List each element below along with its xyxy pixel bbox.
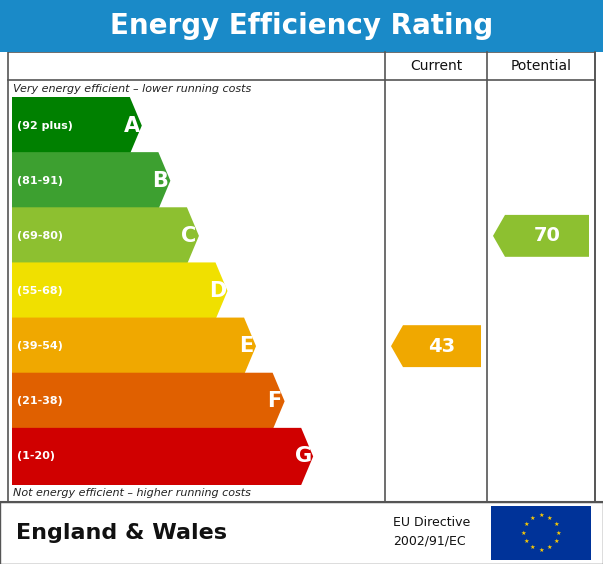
Text: ★: ★	[538, 548, 544, 553]
Polygon shape	[12, 428, 313, 485]
Text: England & Wales: England & Wales	[16, 523, 227, 543]
Bar	[0, 502, 603, 564]
Text: (39-54): (39-54)	[17, 341, 63, 351]
Text: ★: ★	[523, 539, 529, 544]
Polygon shape	[391, 325, 481, 367]
Text: E: E	[239, 336, 253, 356]
Text: 70: 70	[534, 226, 560, 245]
Text: ★: ★	[553, 539, 559, 544]
Polygon shape	[12, 97, 142, 154]
Text: (92 plus): (92 plus)	[17, 121, 73, 131]
Polygon shape	[12, 262, 227, 320]
Polygon shape	[12, 208, 199, 265]
Text: C: C	[182, 226, 197, 246]
Bar	[8, 52, 595, 502]
Polygon shape	[12, 373, 285, 430]
Text: (69-80): (69-80)	[17, 231, 63, 241]
Text: B: B	[153, 171, 168, 191]
Text: F: F	[268, 391, 282, 411]
Text: ★: ★	[529, 545, 535, 550]
Text: A: A	[124, 116, 140, 135]
Text: (21-38): (21-38)	[17, 396, 63, 406]
Text: ★: ★	[547, 515, 552, 521]
Text: ★: ★	[523, 522, 529, 527]
Text: Potential: Potential	[511, 59, 572, 73]
Text: G: G	[295, 447, 312, 466]
Text: ★: ★	[529, 515, 535, 521]
Text: EU Directive
2002/91/EC: EU Directive 2002/91/EC	[393, 517, 470, 548]
Bar	[0, 0, 603, 52]
Text: (55-68): (55-68)	[17, 286, 63, 296]
Text: ★: ★	[521, 531, 526, 535]
Text: D: D	[209, 281, 226, 301]
Text: ★: ★	[555, 531, 561, 535]
Text: ★: ★	[547, 545, 552, 550]
Polygon shape	[12, 152, 171, 209]
Text: (1-20): (1-20)	[17, 451, 55, 461]
Text: ★: ★	[553, 522, 559, 527]
Text: Not energy efficient – higher running costs: Not energy efficient – higher running co…	[13, 488, 251, 498]
Text: ★: ★	[538, 513, 544, 518]
Polygon shape	[12, 318, 256, 374]
Text: 43: 43	[429, 337, 455, 356]
Text: Very energy efficient – lower running costs: Very energy efficient – lower running co…	[13, 84, 251, 94]
Polygon shape	[493, 215, 589, 257]
Text: Energy Efficiency Rating: Energy Efficiency Rating	[110, 12, 493, 40]
Text: Current: Current	[410, 59, 462, 73]
Text: (81-91): (81-91)	[17, 176, 63, 186]
Bar	[491, 506, 591, 560]
